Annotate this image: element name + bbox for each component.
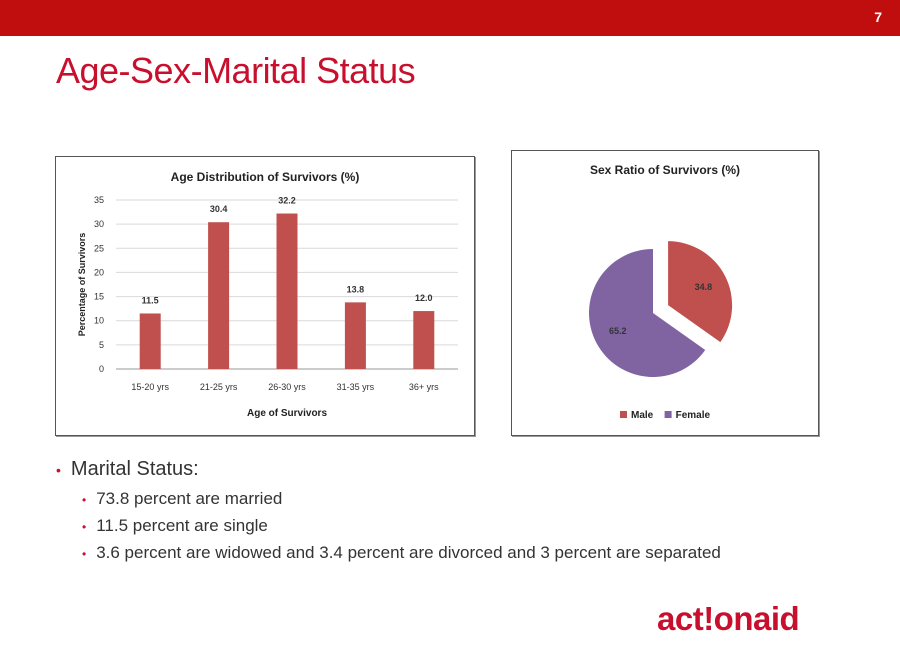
bullet-sub-text: 73.8 percent are married xyxy=(96,489,283,508)
bar xyxy=(344,302,366,369)
legend-label: Female xyxy=(676,410,711,421)
legend-label: Male xyxy=(631,410,654,421)
bar-data-label: 13.8 xyxy=(347,284,365,294)
y-tick-label: 0 xyxy=(99,364,104,374)
chart-title: Sex Ratio of Survivors (%) xyxy=(590,163,740,177)
legend-swatch xyxy=(664,411,672,418)
bullet-dot-icon: • xyxy=(82,547,87,561)
y-tick-label: 20 xyxy=(94,267,104,277)
bar-data-label: 11.5 xyxy=(142,295,159,305)
bar xyxy=(276,213,298,369)
bar xyxy=(139,313,161,369)
x-tick-label: 21-25 yrs xyxy=(200,382,238,392)
bullet-sub-item: • 3.6 percent are widowed and 3.4 percen… xyxy=(82,543,876,563)
x-tick-label: 36+ yrs xyxy=(409,382,439,392)
x-tick-label: 15-20 yrs xyxy=(131,382,169,392)
chart-title: Age Distribution of Survivors (%) xyxy=(171,170,360,184)
y-tick-label: 5 xyxy=(99,340,104,350)
age-distribution-chart: Age Distribution of Survivors (%) 0 5 10 15 2… xyxy=(55,156,475,436)
age-distribution-chart-svg: Age Distribution of Survivors (%) 0 5 10 15 2… xyxy=(77,170,458,419)
y-axis-label: Percentage of Survivors xyxy=(77,233,87,337)
pie-data-label: 65.2 xyxy=(609,326,627,336)
bullet-main: • Marital Status: xyxy=(56,458,876,481)
bullet-sub-item: • 73.8 percent are married xyxy=(82,489,876,509)
bar xyxy=(208,222,230,369)
y-tick-label: 30 xyxy=(94,219,104,229)
y-tick-label: 15 xyxy=(94,292,104,302)
pie-slice-male xyxy=(668,241,733,343)
bullet-sub-text: 3.6 percent are widowed and 3.4 percent … xyxy=(96,543,721,562)
bullet-sub-item: • 11.5 percent are single xyxy=(82,516,876,536)
y-tick-label: 10 xyxy=(94,316,104,326)
y-tick-label: 35 xyxy=(94,195,104,205)
bullet-dot-icon: • xyxy=(82,493,87,507)
bullet-sub-text: 11.5 percent are single xyxy=(96,516,268,535)
bar-data-label: 12.0 xyxy=(415,293,433,303)
pie-slice-female xyxy=(589,249,706,377)
bar-data-label: 32.2 xyxy=(278,196,296,206)
sex-ratio-chart-svg: Sex Ratio of Survivors (%) 34.8 65.2 Male Fe… xyxy=(589,163,740,421)
top-bar: 7 xyxy=(0,0,900,36)
marital-status-bullets: • Marital Status: • 73.8 percent are mar… xyxy=(56,458,876,570)
legend-swatch xyxy=(620,411,627,418)
slide-number: 7 xyxy=(874,9,882,25)
bar-data-label: 30.4 xyxy=(210,204,228,214)
slide-title: Age-Sex-Marital Status xyxy=(56,50,416,91)
x-axis-label: Age of Survivors xyxy=(247,408,327,419)
x-tick-label: 31-35 yrs xyxy=(337,382,375,392)
y-tick-label: 25 xyxy=(94,243,104,253)
bar xyxy=(413,311,435,369)
sex-ratio-chart: Sex Ratio of Survivors (%) 34.8 65.2 Male Fe… xyxy=(511,150,819,436)
x-tick-label: 26-30 yrs xyxy=(268,382,306,392)
actionaid-logo: act!onaid xyxy=(657,600,800,637)
pie-data-label: 34.8 xyxy=(695,282,713,292)
bullet-dot-icon: • xyxy=(56,462,61,478)
bullet-dot-icon: • xyxy=(82,520,87,534)
bullet-main-text: Marital Status: xyxy=(70,458,199,480)
